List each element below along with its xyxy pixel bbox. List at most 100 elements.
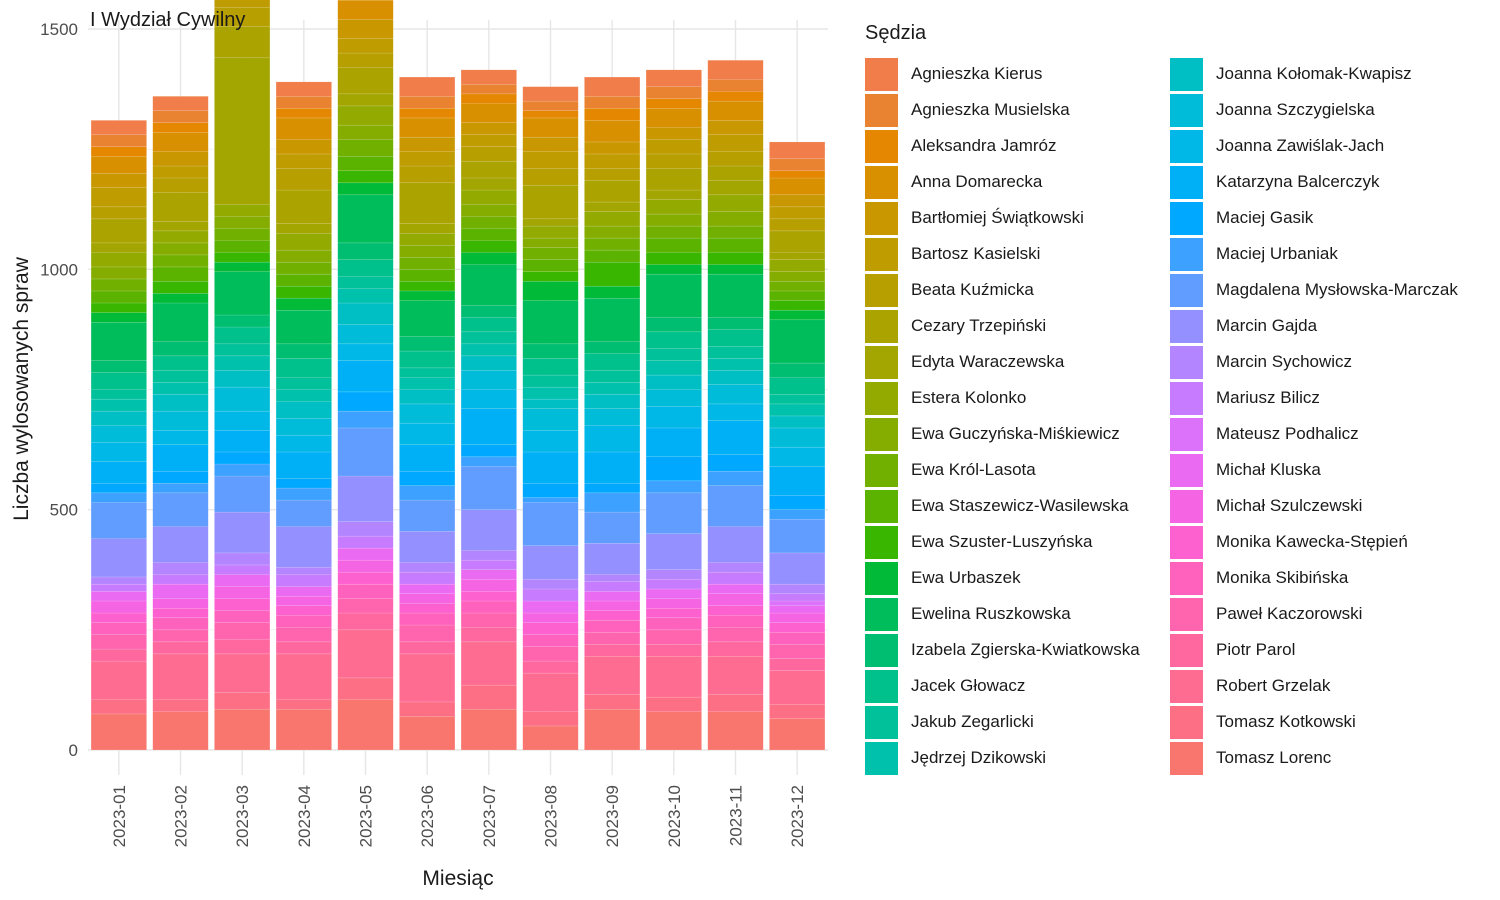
- legend-item: Michał Szulczewski: [1170, 488, 1475, 524]
- bar-segment: [275, 377, 332, 390]
- legend-item: Michał Kluska: [1170, 452, 1475, 488]
- bar-segment: [152, 629, 209, 643]
- bar-segment: [707, 420, 764, 455]
- bar-segment: [460, 408, 517, 446]
- bar-segment: [90, 502, 147, 539]
- legend-swatch: [1170, 525, 1203, 559]
- bar-segment: [275, 261, 332, 275]
- bar-segment: [399, 269, 456, 282]
- bar-segment: [645, 629, 702, 645]
- bar-segment: [769, 415, 826, 429]
- bar-segment: [337, 360, 394, 393]
- bar-segment: [337, 124, 394, 140]
- bar-segment: [769, 206, 826, 220]
- bar-segment: [214, 552, 271, 566]
- bar-segment: [399, 367, 456, 378]
- bar-segment: [214, 598, 271, 611]
- legend-item: Joanna Kołomak-Kwapisz: [1170, 56, 1475, 92]
- bar-segment: [399, 281, 456, 292]
- bar-segment: [460, 579, 517, 592]
- bar-segment: [769, 177, 826, 196]
- bar-segment: [645, 360, 702, 376]
- bar-segment: [769, 612, 826, 623]
- bar-segment: [460, 134, 517, 148]
- bar-segment: [707, 134, 764, 152]
- bar-segment: [275, 297, 332, 311]
- bar-segment: [707, 384, 764, 405]
- legend-swatch: [1170, 453, 1203, 487]
- bar-segment: [152, 653, 209, 700]
- bar-segment: [337, 583, 394, 599]
- bar-stack-2023-04: [275, 81, 332, 751]
- bar-segment: [645, 406, 702, 429]
- bar-segment: [584, 285, 641, 299]
- bar-segment: [460, 84, 517, 95]
- bar-segment: [337, 559, 394, 573]
- bar-segment: [460, 252, 517, 265]
- bar-segment: [275, 418, 332, 436]
- bar-segment: [584, 225, 641, 239]
- bar-segment: [152, 699, 209, 712]
- bar-segment: [275, 699, 332, 710]
- bar-segment: [399, 389, 456, 405]
- legend-item: Agnieszka Kierus: [865, 56, 1170, 92]
- bar-segment: [460, 466, 517, 510]
- legend-label: Marcin Gajda: [1216, 316, 1318, 335]
- bar-segment: [584, 261, 641, 287]
- legend-item: Monika Skibińska: [1170, 560, 1475, 596]
- legend-swatch: [1170, 705, 1203, 739]
- bar-segment: [90, 622, 147, 635]
- legend-swatch: [1170, 237, 1203, 271]
- bar-segment: [399, 300, 456, 337]
- bar-segment: [522, 600, 579, 614]
- bar-segment: [645, 252, 702, 265]
- bar-segment: [645, 69, 702, 87]
- bar-segment: [152, 266, 209, 282]
- bar-segment: [275, 451, 332, 479]
- legend-swatch: [1170, 561, 1203, 595]
- bar-segment: [769, 519, 826, 554]
- bar-segment: [645, 127, 702, 140]
- bar-segment: [152, 370, 209, 383]
- bar-segment: [275, 273, 332, 287]
- bar-segment: [152, 492, 209, 527]
- legend-swatch: [865, 237, 898, 271]
- bar-segment: [275, 285, 332, 299]
- bar-segment: [90, 206, 147, 220]
- bar-segment: [152, 607, 209, 619]
- bar-segment: [769, 494, 826, 510]
- bar-segment: [584, 482, 641, 494]
- bar-segment: [584, 492, 641, 513]
- bar-segment: [214, 216, 271, 229]
- bar-segment: [337, 547, 394, 561]
- bar-segment: [584, 543, 641, 575]
- bar-segment: [769, 658, 826, 671]
- bar-segment: [707, 211, 764, 227]
- bar-segment: [769, 552, 826, 585]
- legend-label: Jędrzej Dzikowski: [911, 748, 1047, 767]
- bar-segment: [707, 485, 764, 527]
- legend-label: Beata Kuźmicka: [911, 280, 1034, 299]
- bar-segment: [399, 117, 456, 138]
- bar-segment: [645, 374, 702, 390]
- bar-segment: [275, 567, 332, 575]
- legend-item: Izabela Zgierska-Kwiatkowska: [865, 632, 1170, 668]
- bar-segment: [460, 240, 517, 253]
- legend-label: Robert Grzelak: [1216, 676, 1331, 695]
- bar-segment: [90, 389, 147, 400]
- bar-segment: [152, 598, 209, 609]
- bar-stack-2023-11: [707, 59, 764, 751]
- axes: 0 500 1000 1500 2023-01 2023-02 2023-03 2023-04…: [40, 20, 807, 847]
- bar-segment: [707, 91, 764, 102]
- bar-segment: [460, 189, 517, 205]
- bar-segment: [460, 569, 517, 580]
- bar-segment: [584, 708, 641, 751]
- bar-segment: [214, 451, 271, 465]
- bar-segment: [337, 93, 394, 107]
- bar-segment: [152, 341, 209, 357]
- bar-segment: [275, 499, 332, 527]
- bar-segment: [90, 482, 147, 494]
- bar-segment: [522, 151, 579, 169]
- bar-segment: [275, 401, 332, 419]
- legend-item: Jakub Zegarlicki: [865, 704, 1170, 740]
